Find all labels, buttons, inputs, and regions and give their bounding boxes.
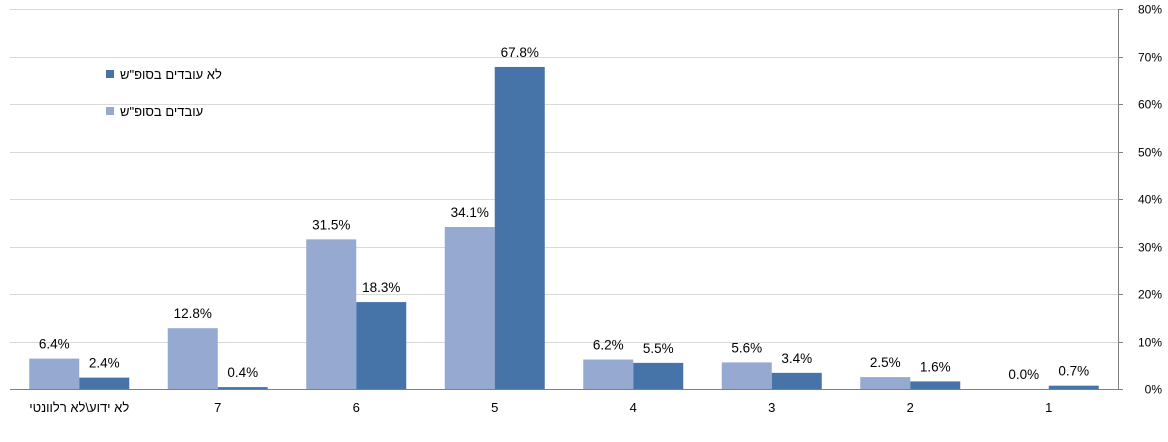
bar-working-weekend [306, 239, 357, 389]
data-label: 2.4% [89, 356, 120, 371]
x-tick-label: 2 [907, 400, 914, 415]
x-tick-label: 5 [491, 400, 498, 415]
bar-working-weekend [167, 328, 218, 389]
bars [29, 66, 1099, 389]
bar-not-working-weekend [771, 372, 822, 389]
data-label: 0.0% [1008, 367, 1039, 382]
bar-not-working-weekend [910, 381, 961, 389]
legend-swatch [106, 70, 114, 78]
y-tick-label: 70% [1138, 51, 1162, 65]
data-label: 6.2% [593, 338, 624, 353]
bar-not-working-weekend [217, 387, 268, 389]
data-label: 0.4% [227, 365, 258, 380]
data-label: 31.5% [312, 217, 350, 232]
y-tick-label: 60% [1138, 98, 1162, 112]
bar-not-working-weekend [1048, 385, 1099, 389]
x-tick-label: 6 [353, 400, 360, 415]
data-labels: 6.4% 2.4% 12.8% 0.4% 31.5% 18.3% 34.1% 67.8% 6.2… [39, 45, 1089, 382]
y-tick-label: 0% [1145, 383, 1163, 397]
bar-not-working-weekend [79, 377, 130, 389]
bar-working-weekend [860, 377, 911, 389]
x-tick-label: 7 [214, 400, 221, 415]
x-tick-label: 3 [768, 400, 775, 415]
gridlines [10, 9, 1118, 343]
x-tick-label: לא ידוע\לא רלוונטי [29, 400, 129, 415]
legend-label: לא עובדים בסופ"ש [120, 67, 222, 82]
x-tick-label: 1 [1045, 400, 1052, 415]
legend-label: עובדים בסופ"ש [120, 104, 203, 119]
y-tick-label: 80% [1138, 3, 1162, 17]
data-label: 6.4% [39, 337, 70, 352]
data-label: 0.7% [1058, 364, 1089, 379]
data-label: 67.8% [501, 45, 539, 60]
data-label: 1.6% [920, 359, 951, 374]
y-tick-label: 30% [1138, 241, 1162, 255]
bar-not-working-weekend [633, 362, 684, 389]
bar-working-weekend [721, 362, 772, 389]
legend: לא עובדים בסופ"ש עובדים בסופ"ש [106, 67, 222, 119]
x-tick-label: 4 [630, 400, 637, 415]
y-tick-label: 40% [1138, 193, 1162, 207]
y-tick-label: 20% [1138, 288, 1162, 302]
bar-not-working-weekend [356, 302, 407, 389]
bar-working-weekend [444, 227, 495, 389]
data-label: 5.5% [643, 341, 674, 356]
y-tick-label: 10% [1138, 336, 1162, 350]
bar-not-working-weekend [494, 66, 545, 389]
bar-working-weekend [29, 358, 80, 389]
data-label: 12.8% [174, 306, 212, 321]
y-tick-label: 50% [1138, 146, 1162, 160]
data-label: 2.5% [870, 355, 901, 370]
legend-swatch [106, 107, 114, 115]
data-label: 18.3% [362, 280, 400, 295]
bar-working-weekend [583, 359, 634, 389]
data-label: 5.6% [731, 340, 762, 355]
data-label: 34.1% [451, 205, 489, 220]
data-label: 3.4% [781, 351, 812, 366]
axes: 0% 10% 20% 30% 40% 50% 60% 70% 80% לא ידוע\לא רלו… [10, 3, 1163, 415]
